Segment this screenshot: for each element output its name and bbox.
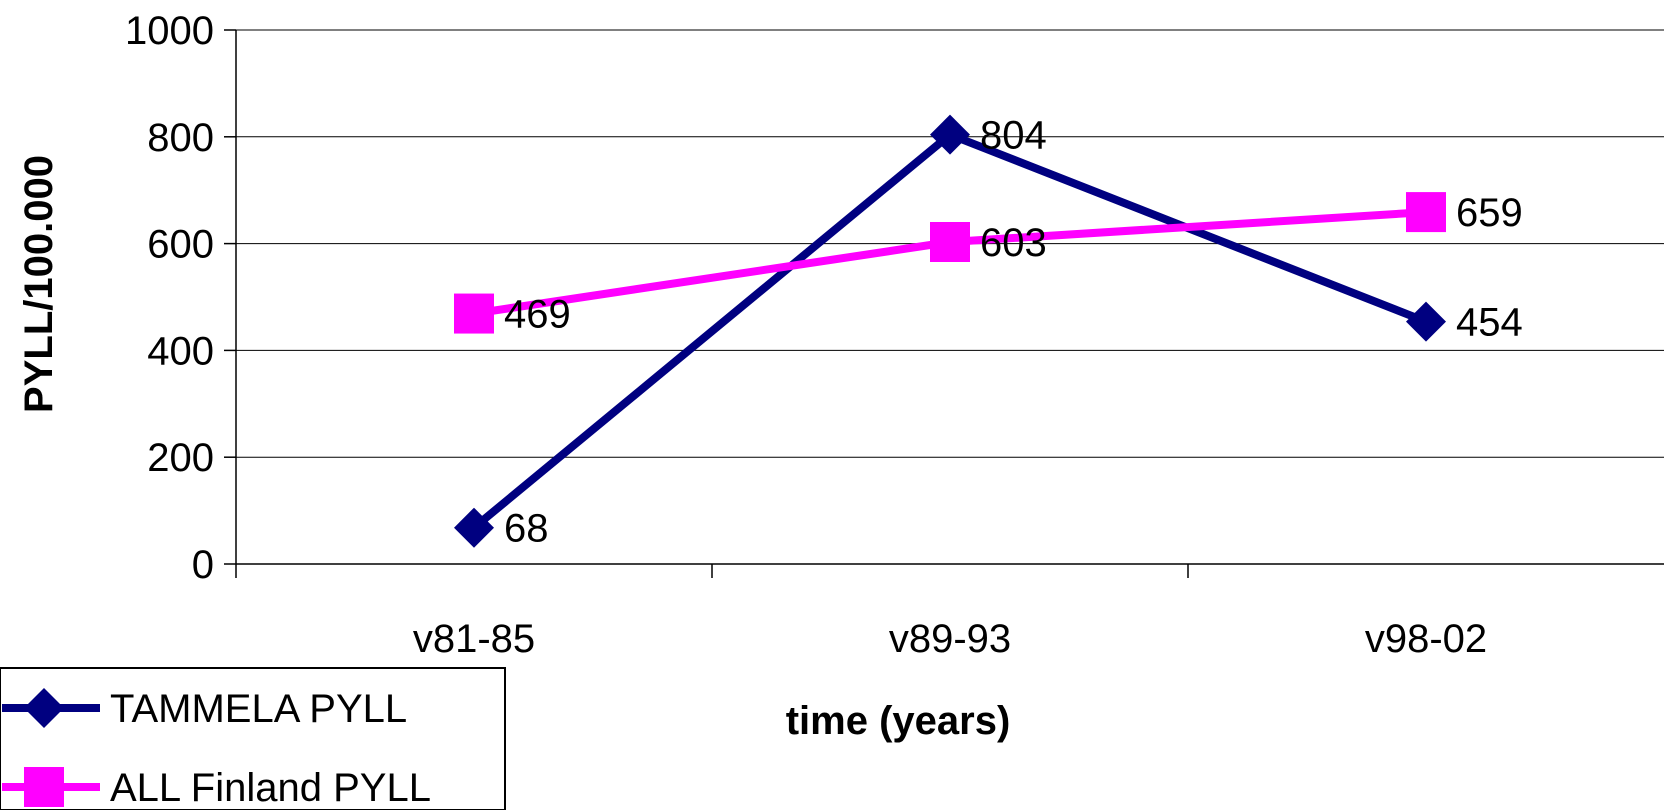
y-tick-label: 0 xyxy=(192,543,214,587)
legend-item-1: TAMMELA PYLL xyxy=(2,687,407,731)
data-point xyxy=(1406,301,1446,342)
data-point xyxy=(454,507,494,548)
x-tick-label: v81-85 xyxy=(413,617,535,661)
axes xyxy=(224,29,1664,578)
legend-label: TAMMELA PYLL xyxy=(110,687,407,731)
data-point xyxy=(930,114,970,155)
data-label: 469 xyxy=(504,293,571,337)
data-label: 454 xyxy=(1456,301,1523,345)
y-tick-label: 800 xyxy=(147,116,214,160)
legend: TAMMELA PYLL ALL Finland PYLL xyxy=(0,667,506,810)
y-tick-labels: 0 200 400 600 800 1000 xyxy=(125,9,214,587)
x-tick-label: v89-93 xyxy=(889,617,1011,661)
y-axis-title: PYLL/100.000 xyxy=(17,155,61,413)
series-2 xyxy=(454,192,1446,334)
legend-marker xyxy=(24,688,64,728)
x-tick-labels: v81-85 v89-93 v98-02 xyxy=(413,617,1487,661)
series-1 xyxy=(454,114,1446,548)
y-tick-label: 200 xyxy=(147,436,214,480)
legend-label: ALL Finland PYLL xyxy=(110,766,431,810)
legend-marker xyxy=(24,767,64,807)
x-tick-label: v98-02 xyxy=(1365,617,1487,661)
y-tick-label: 600 xyxy=(147,223,214,267)
data-label: 804 xyxy=(980,114,1047,158)
data-point xyxy=(1406,192,1446,233)
data-label: 68 xyxy=(504,507,549,551)
series-line xyxy=(471,130,1428,531)
x-axis-title: time (years) xyxy=(786,699,1011,743)
data-label: 659 xyxy=(1456,191,1523,235)
data-labels: 68 804 454 469 603 659 xyxy=(504,114,1523,551)
series-group xyxy=(454,114,1446,548)
y-tick-label: 1000 xyxy=(125,9,214,53)
legend-item-2: ALL Finland PYLL xyxy=(2,766,431,810)
y-tick-label: 400 xyxy=(147,329,214,373)
data-point xyxy=(454,293,494,334)
data-point xyxy=(930,221,970,262)
data-label: 603 xyxy=(980,221,1047,265)
